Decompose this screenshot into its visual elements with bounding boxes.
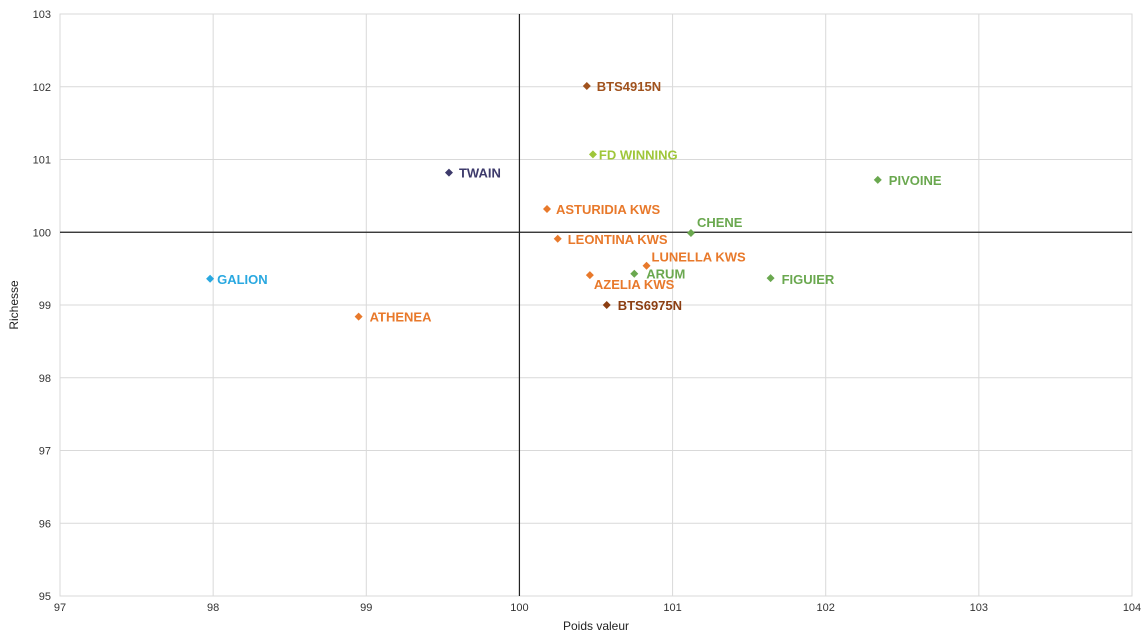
data-points: BTS4915N FD WINNING TWAIN PIVOINE ASTURIDIA … [206,79,942,325]
x-tick-label: 103 [970,602,988,614]
data-point-marker [642,261,651,270]
x-tick-label: 98 [207,602,219,614]
data-point-label: LEONTINA KWS [568,232,668,247]
data-point-label: ATHENEA [370,310,432,325]
x-tick-label: 102 [817,602,835,614]
data-point-marker [588,150,597,159]
data-point-marker [553,234,562,243]
y-tick-label: 95 [39,591,51,603]
x-tick-label: 104 [1123,602,1141,614]
y-tick-label: 97 [39,446,51,458]
data-point-marker [873,175,882,184]
y-tick-label: 99 [39,300,51,312]
data-point-marker [630,269,639,278]
data-point-label: FIGUIER [782,272,835,287]
y-tick-label: 102 [33,82,51,94]
data-point-marker [766,274,775,283]
tick-labels: 97 98 99 100 101 102 103 104 95 96 97 98 99 100 101 102… [33,9,1142,614]
data-point-marker [206,274,215,283]
x-tick-label: 99 [360,602,372,614]
x-axis-title: Poids valeur [563,619,629,633]
data-point-label: TWAIN [459,166,501,181]
data-point-marker [444,168,453,177]
y-tick-label: 101 [33,155,51,167]
grid-layer [59,13,1133,597]
y-tick-label: 103 [33,9,51,21]
data-point-label: CHENE [697,215,743,230]
x-tick-label: 101 [663,602,681,614]
data-point-marker [542,204,551,213]
data-point-label: ARUM [646,267,685,282]
x-tick-label: 100 [510,602,528,614]
y-tick-label: 96 [39,518,51,530]
data-point-label: LUNELLA KWS [652,250,746,265]
data-point-label: PIVOINE [889,173,942,188]
data-point-label: BTS6975N [618,298,682,313]
y-axis-title: Richesse [7,280,21,330]
data-point-marker [602,301,611,309]
reference-lines [60,14,1132,596]
data-point-marker [585,271,594,280]
x-tick-label: 97 [54,602,66,614]
data-point-marker [582,82,591,91]
data-point-marker [354,312,363,321]
y-tick-label: 100 [33,227,51,239]
data-point-label: FD WINNING [599,147,678,162]
data-point-label: ASTURIDIA KWS [556,202,661,217]
data-point-label: BTS4915N [597,79,661,94]
data-point-label: GALION [217,272,268,287]
data-point-marker [686,228,695,237]
y-tick-label: 98 [39,373,51,385]
data-point-label: AZELIA KWS [594,277,675,292]
